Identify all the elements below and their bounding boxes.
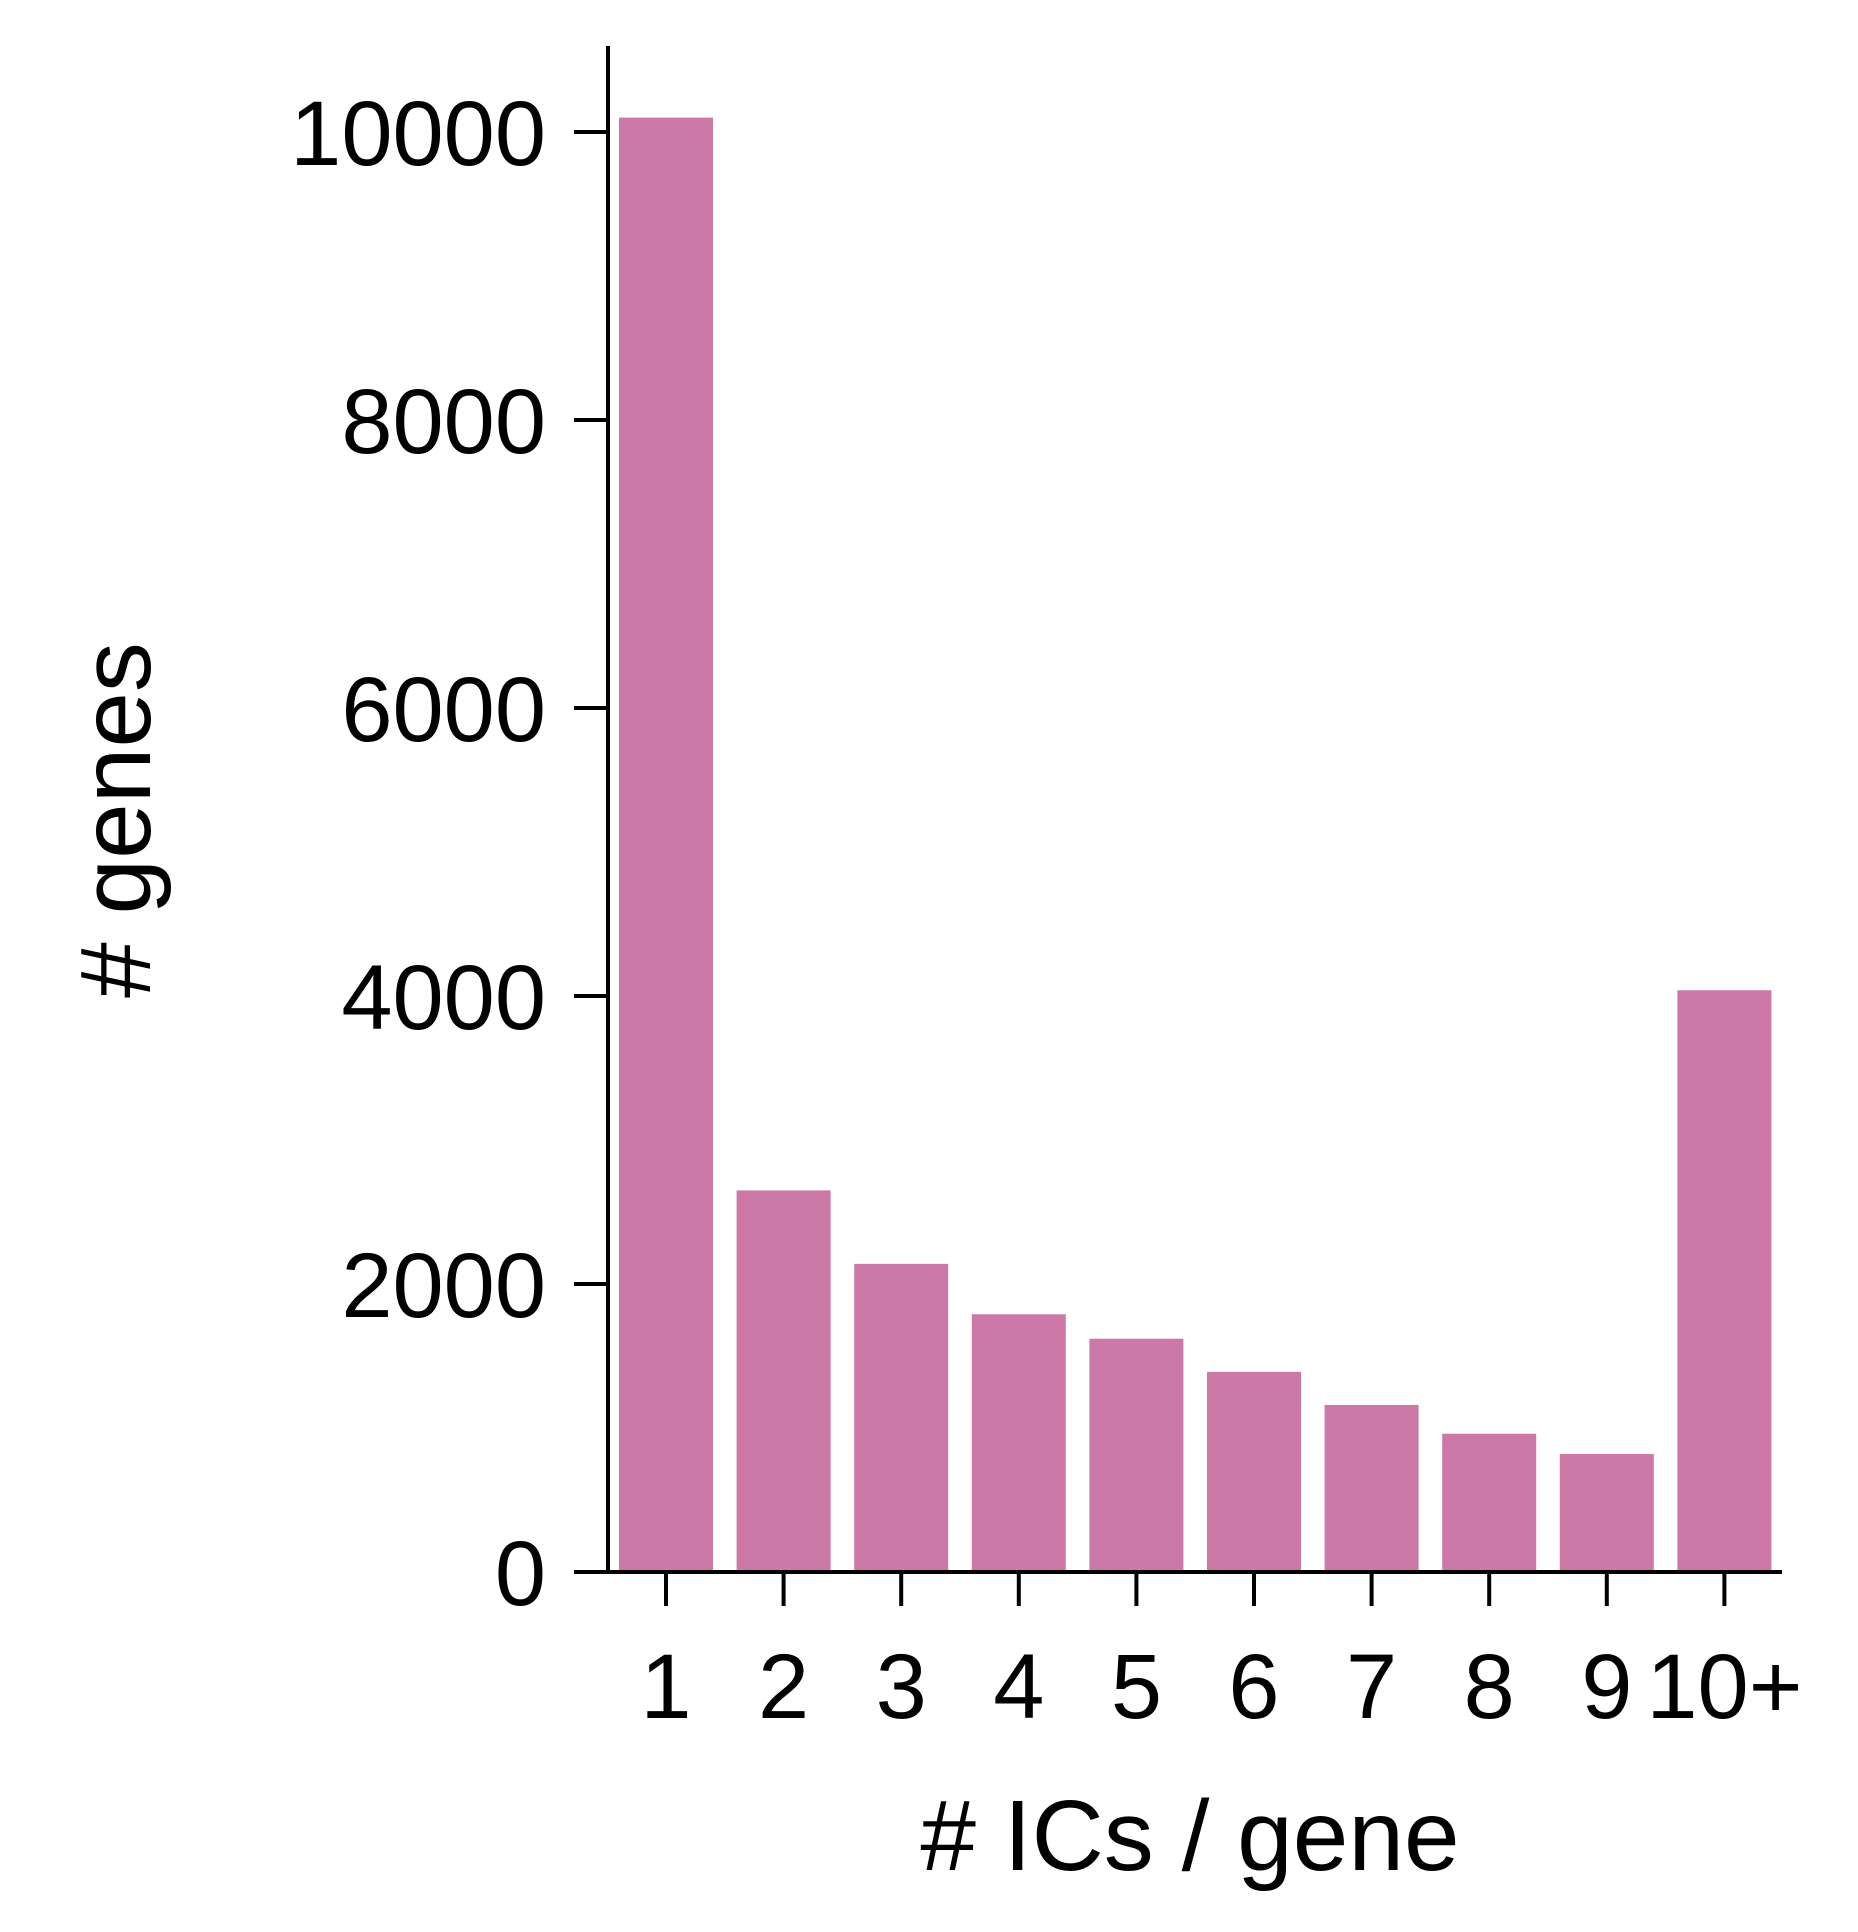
x-tick-label: 10+ <box>1646 1636 1802 1738</box>
x-tick-label: 5 <box>1111 1636 1162 1738</box>
y-tick-label: 8000 <box>341 371 546 473</box>
bar-6 <box>1207 1371 1301 1572</box>
x-tick-label: 7 <box>1346 1636 1397 1738</box>
bar-8 <box>1442 1433 1537 1572</box>
x-tick-label: 9 <box>1581 1636 1632 1738</box>
bar-10+ <box>1677 990 1772 1572</box>
x-axis-ticks: 1 2 3 4 5 6 7 8 9 10+ <box>640 1572 1802 1738</box>
bar-5 <box>1089 1338 1184 1572</box>
y-axis-ticks: 0 2000 4000 6000 8000 10000 <box>290 83 608 1625</box>
x-tick-label: 8 <box>1464 1636 1515 1738</box>
bar-1 <box>619 117 713 1573</box>
x-tick-label: 2 <box>758 1636 809 1738</box>
bar-7 <box>1324 1404 1419 1572</box>
y-tick-label: 4000 <box>341 947 546 1049</box>
bar-4 <box>971 1314 1066 1572</box>
x-axis-title: # ICs / gene <box>920 1780 1459 1892</box>
bars-group <box>619 117 1772 1573</box>
y-tick-label: 6000 <box>341 659 546 761</box>
bar-3 <box>854 1263 949 1572</box>
y-tick-label: 2000 <box>341 1235 546 1337</box>
x-tick-label: 6 <box>1228 1636 1279 1738</box>
y-tick-label: 0 <box>495 1523 546 1625</box>
x-tick-label: 3 <box>876 1636 927 1738</box>
y-tick-label: 10000 <box>290 83 546 185</box>
bar-9 <box>1559 1453 1654 1572</box>
x-tick-label: 4 <box>993 1636 1044 1738</box>
x-tick-label: 1 <box>640 1636 691 1738</box>
y-axis-title: # genes <box>60 642 172 998</box>
bar-2 <box>736 1190 831 1572</box>
